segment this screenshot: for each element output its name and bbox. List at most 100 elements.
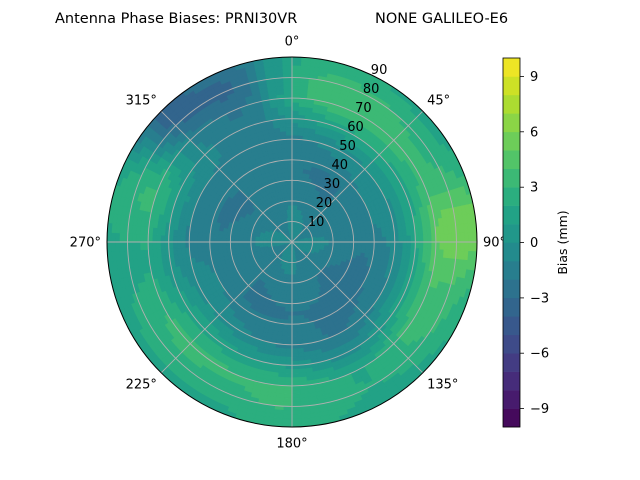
field-cell [295, 311, 301, 317]
field-cell [164, 235, 170, 243]
field-cell [287, 163, 293, 169]
field-cell [283, 401, 293, 407]
field-cell [373, 241, 379, 247]
field-cell [285, 118, 293, 124]
field-cell [460, 241, 465, 252]
field-cell [291, 336, 298, 341]
field-cell [135, 241, 141, 251]
field-cell [291, 393, 301, 399]
field-cell [285, 130, 293, 136]
field-cell [291, 69, 302, 74]
field-cell [291, 151, 298, 157]
field-cell [296, 143, 303, 149]
field-cell [197, 246, 203, 253]
polar-plot: 0°45°90°135°180°225°270°315° 10203040506… [70, 35, 506, 452]
field-cell [291, 171, 296, 177]
field-cell [176, 235, 182, 243]
field-cell [201, 241, 207, 248]
field-cell [234, 241, 239, 246]
chart-title: Antenna Phase Biases: PRNI30VR [55, 11, 297, 27]
field-cell [184, 236, 190, 243]
field-cell [285, 114, 293, 120]
field-cell [209, 241, 215, 247]
field-cell [168, 241, 174, 249]
field-cell [291, 360, 299, 366]
field-cell [398, 235, 404, 243]
field-cell [284, 110, 293, 116]
field-cell [291, 315, 297, 321]
field-cell [291, 364, 299, 370]
field-cell [353, 241, 359, 246]
field-cell [460, 232, 465, 243]
field-cell [291, 163, 297, 169]
field-cell [365, 233, 371, 239]
field-cell [213, 237, 219, 243]
field-cell [197, 236, 202, 243]
field-cell [291, 159, 297, 165]
field-cell [160, 234, 166, 243]
field-cell [414, 241, 420, 249]
field-cell [291, 401, 301, 407]
field-cell [296, 327, 302, 333]
field-cell [281, 331, 288, 337]
field-cell [365, 237, 371, 243]
field-cell [435, 233, 441, 243]
field-cell [286, 344, 293, 350]
field-cell [357, 234, 363, 239]
field-cell [286, 327, 293, 333]
field-cell [291, 373, 300, 378]
field-cell [287, 315, 293, 321]
field-cell [291, 344, 298, 350]
field-cell [291, 101, 300, 107]
field-cell [398, 241, 404, 249]
field-cell [286, 134, 293, 140]
field-cell [282, 151, 288, 157]
field-cell [291, 110, 300, 116]
field-cell [285, 184, 290, 190]
field-cell [291, 167, 297, 173]
field-cell [221, 238, 227, 243]
field-cell [291, 97, 300, 103]
field-cell [344, 235, 350, 240]
field-cell [283, 81, 293, 87]
field-cell [283, 93, 293, 99]
field-cell [197, 241, 202, 248]
field-cell [209, 237, 215, 243]
field-cell [285, 348, 293, 354]
field-cell [296, 151, 302, 157]
field-cell [288, 175, 293, 181]
field-cell [369, 237, 375, 243]
field-cell [296, 335, 303, 341]
field-cell [418, 234, 424, 243]
field-cell [286, 336, 293, 341]
field-cell [291, 381, 300, 387]
field-cell [284, 373, 293, 378]
field-cell [291, 368, 300, 374]
field-cell [180, 241, 186, 249]
field-cell [135, 233, 141, 243]
field-cell [160, 241, 166, 250]
field-cell [221, 241, 227, 246]
field-cell [193, 231, 199, 238]
field-cell [357, 238, 363, 243]
field-cell [284, 97, 293, 103]
field-cell [205, 241, 211, 247]
field-cell [361, 241, 367, 247]
field-cell [176, 241, 182, 249]
field-cell [291, 410, 302, 415]
field-cell [143, 233, 149, 243]
field-cell [180, 235, 186, 243]
field-cell [291, 385, 301, 391]
field-cell [131, 241, 137, 251]
field-cell [431, 241, 437, 250]
field-cell [291, 348, 299, 354]
field-cell [291, 323, 297, 329]
field-cell [386, 236, 391, 243]
field-cell [284, 101, 293, 107]
field-cell [285, 356, 293, 362]
field-cell [291, 147, 298, 152]
field-cell [291, 327, 298, 333]
field-cell [282, 410, 293, 415]
field-cell [285, 360, 293, 366]
field-cell [447, 241, 453, 251]
